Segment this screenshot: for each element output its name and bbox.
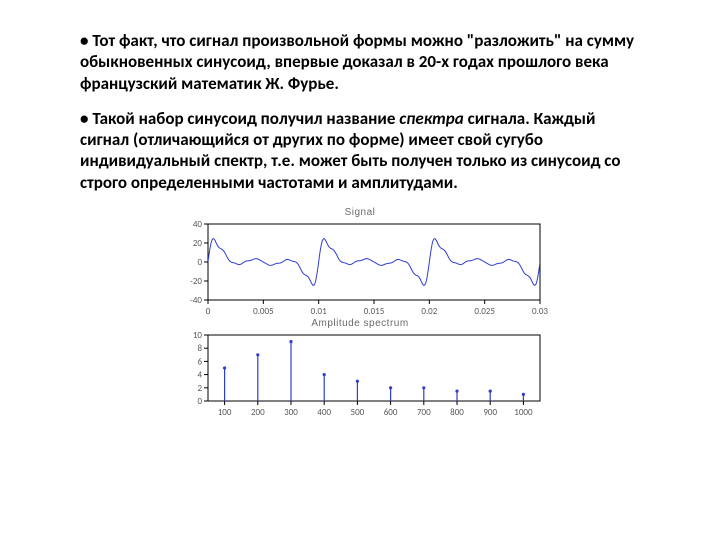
svg-text:0.03: 0.03 [532, 306, 548, 317]
signal-chart: -40 -20 0 20 40 0 0.005 0.01 0.015 0.02 0.025 0.03 [170, 218, 550, 318]
paragraph-2: • Такой набор синусоид получил название … [80, 108, 640, 193]
svg-text:40: 40 [193, 219, 203, 230]
svg-text:0.005: 0.005 [253, 306, 274, 317]
svg-text:800: 800 [450, 407, 464, 418]
svg-text:0.02: 0.02 [421, 306, 437, 317]
paragraph-1: • Тот факт, что сигнал произвольной форм… [80, 30, 640, 94]
svg-text:0.025: 0.025 [474, 306, 495, 317]
svg-text:-40: -40 [190, 295, 202, 306]
svg-text:-20: -20 [190, 276, 202, 287]
chart2-title: Amplitude spectrum [160, 318, 560, 329]
svg-text:900: 900 [483, 407, 497, 418]
svg-text:300: 300 [284, 407, 298, 418]
bullet-mark: • [80, 30, 92, 51]
svg-text:8: 8 [197, 343, 202, 354]
paragraph-1-text: Тот факт, что сигнал произвольной формы … [80, 30, 634, 94]
svg-text:0: 0 [206, 306, 211, 317]
paragraph-2-b: спектра [399, 108, 463, 129]
svg-text:10: 10 [193, 330, 203, 341]
svg-text:600: 600 [384, 407, 398, 418]
svg-text:1000: 1000 [514, 407, 533, 418]
svg-text:400: 400 [317, 407, 331, 418]
svg-text:20: 20 [193, 238, 203, 249]
paragraph-2-a: Такой набор синусоид получил название [92, 108, 399, 129]
spectrum-chart: 0 2 4 6 8 10 100 200 300 400 500 600 700 800 900 1000 [170, 329, 550, 419]
svg-text:6: 6 [197, 356, 202, 367]
charts-container: Signal -40-200204000.0050.010.0150.020.0… [160, 207, 560, 419]
svg-text:0: 0 [197, 257, 202, 268]
svg-text:700: 700 [417, 407, 431, 418]
svg-text:100: 100 [218, 407, 232, 418]
svg-text:200: 200 [251, 407, 265, 418]
svg-text:4: 4 [197, 369, 202, 380]
chart1-title: Signal [160, 207, 560, 218]
slide-content: • Тот факт, что сигнал произвольной форм… [0, 0, 720, 429]
svg-text:0.01: 0.01 [311, 306, 327, 317]
svg-text:0.015: 0.015 [364, 306, 385, 317]
svg-text:0: 0 [197, 396, 202, 407]
bullet-mark: • [80, 108, 92, 129]
svg-text:2: 2 [197, 383, 202, 394]
svg-text:500: 500 [351, 407, 365, 418]
